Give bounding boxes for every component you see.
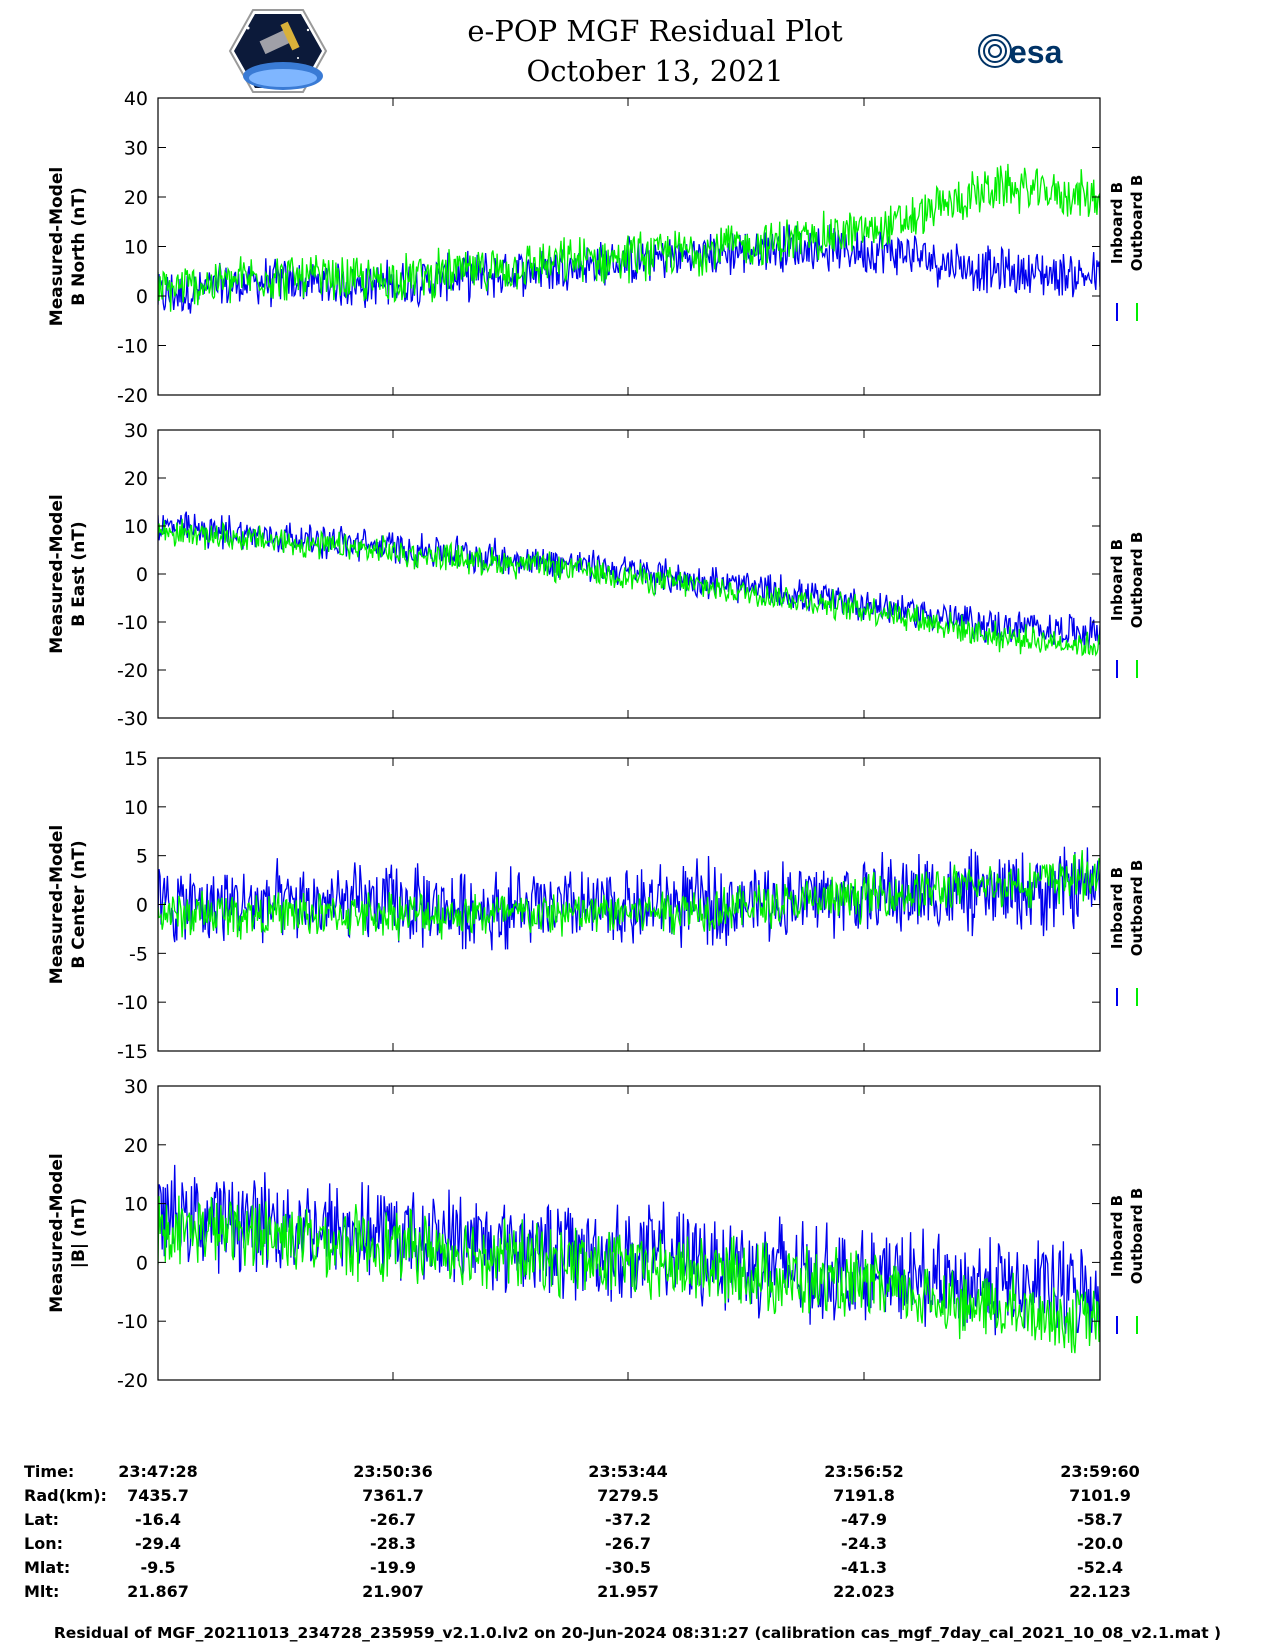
y-tick-label: -10 bbox=[117, 612, 148, 634]
residual-panel-4: -20 -10 0 10 20 30 Measured-Model |B| (nT) Inboa… bbox=[47, 1076, 1146, 1392]
info-cell: -26.7 bbox=[369, 1510, 417, 1529]
x-tick-label-time: 23:53:44 bbox=[588, 1462, 668, 1481]
legend-label-outboard: Outboard B bbox=[1128, 860, 1146, 957]
residual-panel-2: -30 -20 -10 0 10 20 30 Measured-Model B East (nT… bbox=[47, 420, 1146, 730]
info-cell: -26.7 bbox=[604, 1534, 652, 1553]
y-tick-label: 10 bbox=[124, 516, 148, 538]
esa-logo-icon: esa bbox=[978, 34, 1063, 70]
y-tick-label: -10 bbox=[117, 992, 148, 1014]
legend-label-outboard: Outboard B bbox=[1128, 532, 1146, 629]
residual-plots: -20 -10 0 10 20 30 40 Measured-Model B North (nT… bbox=[47, 88, 1146, 1392]
y-tick-label: 20 bbox=[124, 1135, 148, 1157]
x-tick-label-time: 23:59:60 bbox=[1060, 1462, 1140, 1481]
y-tick-label: -10 bbox=[117, 336, 148, 358]
legend-label-inboard: Inboard B bbox=[1108, 539, 1126, 621]
info-cell: 22.123 bbox=[1069, 1582, 1131, 1601]
cassiope-mission-patch-icon bbox=[228, 9, 328, 93]
info-cell: -37.2 bbox=[604, 1510, 652, 1529]
chart-title: e-POP MGF Residual Plot bbox=[467, 14, 843, 48]
info-cell: -19.9 bbox=[369, 1558, 417, 1577]
legend: Inboard B Outboard B bbox=[1108, 860, 1146, 1006]
y-tick-label: 15 bbox=[124, 748, 148, 770]
y-tick-label: 20 bbox=[124, 468, 148, 490]
info-row-label: Mlt: bbox=[24, 1582, 60, 1601]
footer-caption: Residual of MGF_20211013_234728_235959_v… bbox=[53, 1624, 1222, 1642]
y-tick-label: 30 bbox=[124, 1076, 148, 1098]
legend-label-inboard: Inboard B bbox=[1108, 182, 1126, 264]
y-tick-label: -30 bbox=[117, 708, 148, 730]
x-tick-label-time: 23:56:52 bbox=[824, 1462, 904, 1481]
legend: Inboard B Outboard B bbox=[1108, 1188, 1146, 1334]
esa-logo-text: esa bbox=[1009, 34, 1063, 70]
y-tick-label: 30 bbox=[124, 138, 148, 160]
outboard-b-series-line-2 bbox=[158, 518, 1100, 657]
y-axis-label: Measured-Model B Center (nT) bbox=[47, 825, 89, 984]
inboard-b-series-line-3 bbox=[158, 846, 1100, 951]
info-cell: -29.4 bbox=[134, 1534, 182, 1553]
info-cell: 7191.8 bbox=[833, 1486, 895, 1505]
x-tick-label-time: 23:47:28 bbox=[118, 1462, 198, 1481]
orbit-info-table: Time: Rad(km): Lat: Lon: Mlat: Mlt: 23:47:28 74… bbox=[0, 1462, 1275, 1612]
info-cell: -9.5 bbox=[140, 1558, 176, 1577]
y-tick-label: 0 bbox=[136, 564, 148, 586]
y-tick-label: -15 bbox=[117, 1041, 148, 1063]
y-axis-label: Measured-Model B East (nT) bbox=[47, 494, 89, 653]
y-tick-label: 0 bbox=[136, 895, 148, 917]
outboard-b-series-line-1 bbox=[158, 163, 1100, 312]
y-tick-label: 20 bbox=[124, 187, 148, 209]
y-tick-label: 30 bbox=[124, 420, 148, 442]
info-cell: 21.867 bbox=[127, 1582, 189, 1601]
chart-subtitle-date: October 13, 2021 bbox=[526, 54, 784, 88]
y-tick-label: 10 bbox=[124, 797, 148, 819]
residual-panel-1: -20 -10 0 10 20 30 40 Measured-Model B North (nT… bbox=[47, 88, 1146, 407]
x-tick-label-time: 23:50:36 bbox=[353, 1462, 433, 1481]
outboard-b-series-line-3 bbox=[158, 850, 1100, 941]
info-row-label: Rad(km): bbox=[24, 1486, 107, 1505]
info-cell: -28.3 bbox=[369, 1534, 417, 1553]
legend: Inboard B Outboard B bbox=[1108, 532, 1146, 678]
info-cell: 22.023 bbox=[833, 1582, 895, 1601]
y-tick-label: 40 bbox=[124, 88, 148, 110]
legend-label-outboard: Outboard B bbox=[1128, 175, 1146, 272]
info-row-label: Time: bbox=[24, 1462, 75, 1481]
residual-panel-3: -15 -10 -5 0 5 10 15 Measured-Model B Center (nT… bbox=[47, 748, 1146, 1063]
y-tick-label: -20 bbox=[117, 1370, 148, 1392]
info-cell: -30.5 bbox=[604, 1558, 652, 1577]
info-row-label: Lon: bbox=[24, 1534, 63, 1553]
y-tick-label: -20 bbox=[117, 660, 148, 682]
info-cell: -41.3 bbox=[840, 1558, 888, 1577]
info-cell: -24.3 bbox=[840, 1534, 888, 1553]
y-tick-label: 10 bbox=[124, 1194, 148, 1216]
y-tick-label: 5 bbox=[136, 846, 148, 868]
plot-frame bbox=[157, 1085, 1101, 1381]
y-tick-label: -20 bbox=[117, 385, 148, 407]
y-tick-label: 10 bbox=[124, 237, 148, 259]
legend-label-inboard: Inboard B bbox=[1108, 867, 1126, 949]
info-cell: 7361.7 bbox=[362, 1486, 424, 1505]
info-cell: -58.7 bbox=[1076, 1510, 1124, 1529]
info-cell: -16.4 bbox=[134, 1510, 182, 1529]
info-cell: 7279.5 bbox=[597, 1486, 659, 1505]
y-axis-label: Measured-Model B North (nT) bbox=[47, 167, 89, 326]
info-cell: 21.957 bbox=[597, 1582, 659, 1601]
info-cell: 7435.7 bbox=[127, 1486, 189, 1505]
info-cell: -20.0 bbox=[1076, 1534, 1124, 1553]
y-tick-label: -10 bbox=[117, 1311, 148, 1333]
legend-label-outboard: Outboard B bbox=[1128, 1188, 1146, 1285]
y-tick-label: -5 bbox=[129, 943, 148, 965]
info-cell: 7101.9 bbox=[1069, 1486, 1131, 1505]
y-tick-label: 0 bbox=[136, 1252, 148, 1274]
info-cell: -52.4 bbox=[1076, 1558, 1124, 1577]
info-row-label: Lat: bbox=[24, 1510, 60, 1529]
info-cell: 21.907 bbox=[362, 1582, 424, 1601]
y-tick-label: 0 bbox=[136, 286, 148, 308]
legend-label-inboard: Inboard B bbox=[1108, 1195, 1126, 1277]
y-axis-label: Measured-Model |B| (nT) bbox=[47, 1153, 89, 1312]
legend: Inboard B Outboard B bbox=[1108, 175, 1146, 321]
info-cell: -47.9 bbox=[840, 1510, 888, 1529]
outboard-b-series-line-4 bbox=[158, 1195, 1100, 1354]
plot-frame bbox=[157, 97, 1101, 396]
info-row-label: Mlat: bbox=[24, 1558, 71, 1577]
